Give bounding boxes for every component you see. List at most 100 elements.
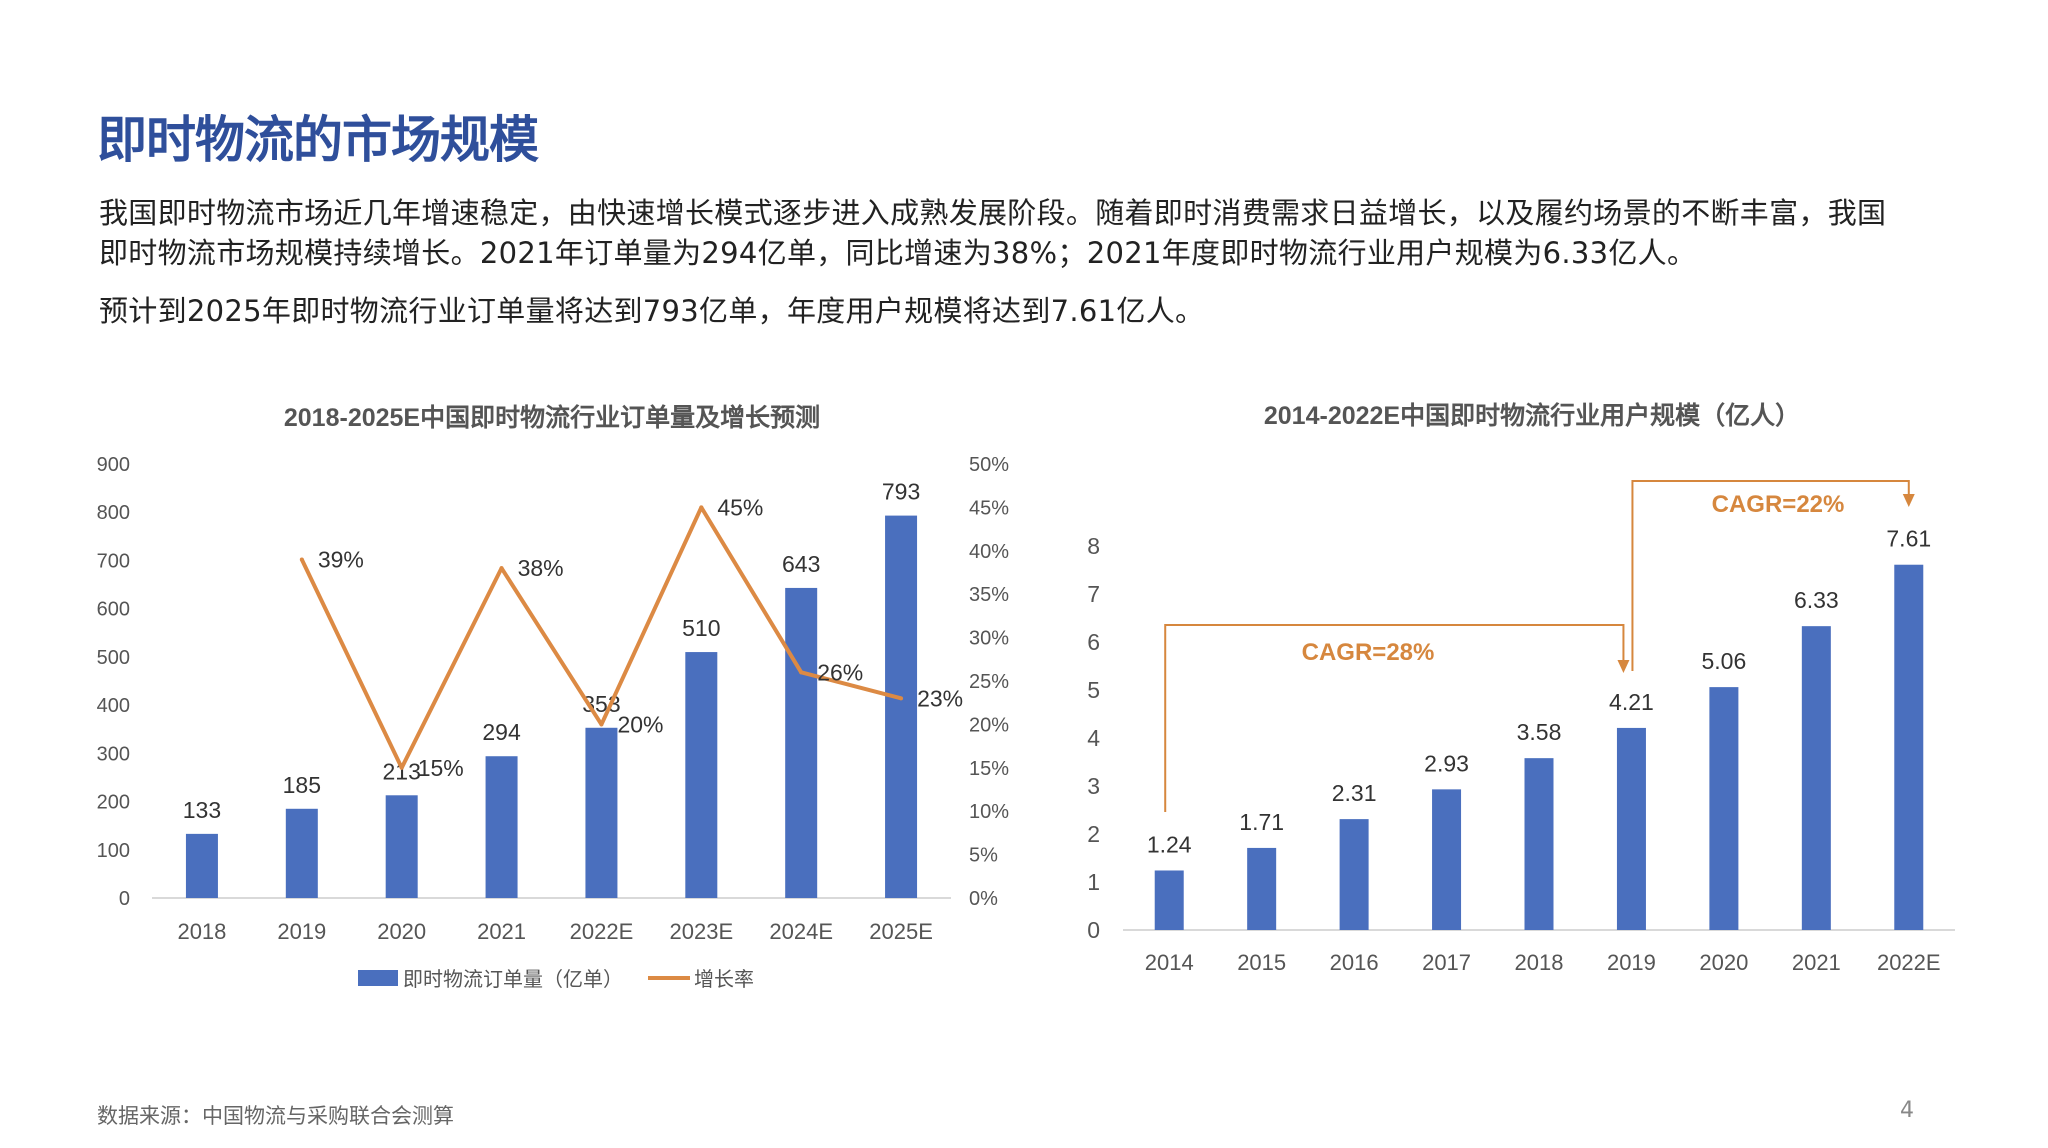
chart1-legend-bar-swatch: [358, 970, 398, 986]
chart2-bar-label: 3.58: [1517, 719, 1562, 745]
chart2-bar: [1432, 789, 1462, 930]
chart1-y-tick: 900: [97, 454, 130, 476]
chart2-x-tick: 2019: [1607, 950, 1656, 975]
chart1-bar: [385, 795, 418, 898]
chart2-bar: [1616, 727, 1646, 930]
chart1-y2-tick: 45%: [969, 497, 1009, 519]
chart2-bar: [1709, 687, 1739, 930]
page-number: 4: [1900, 1098, 1914, 1123]
chart1-line-point: [599, 722, 604, 727]
chart1-bar: [185, 833, 218, 898]
chart1-y2-tick: 30%: [969, 628, 1009, 650]
chart1-bar-label: 643: [782, 551, 820, 577]
chart2-x-tick: 2021: [1792, 950, 1841, 975]
chart1-bar-label: 213: [383, 758, 421, 784]
chart1-bar: [785, 587, 818, 898]
chart1-line-point: [399, 765, 404, 770]
chart2-x-tick: 2020: [1699, 950, 1748, 975]
chart1-line-label: 20%: [617, 711, 663, 737]
chart1-y-tick: 0: [119, 888, 130, 910]
chart2-y-tick: 0: [1087, 917, 1100, 943]
chart1-y-tick: 100: [97, 840, 130, 862]
chart1-line-label: 38%: [518, 555, 564, 581]
chart1-line-point: [499, 566, 504, 571]
chart1-title: 2018-2025E中国即时物流行业订单量及增长预测: [284, 403, 820, 432]
chart2-y-tick: 6: [1087, 629, 1100, 655]
chart1-y2-tick: 5%: [969, 845, 998, 867]
chart1-bar: [685, 652, 718, 898]
chart2-y-tick: 7: [1087, 581, 1100, 607]
arrow-down-icon: [1902, 494, 1915, 507]
chart2-x-tick: 2018: [1515, 950, 1564, 975]
chart1-bar-label: 510: [682, 615, 720, 641]
chart1-y2-tick: 15%: [969, 758, 1009, 780]
chart1-x-tick: 2022E: [570, 919, 634, 944]
chart1-line-label: 45%: [717, 494, 763, 520]
chart1-y-tick: 600: [97, 599, 130, 621]
chart2-y-tick: 8: [1087, 533, 1100, 559]
chart1-y-tick: 700: [97, 550, 130, 572]
chart1-x-tick: 2018: [177, 919, 226, 944]
page-title: 即时物流的市场规模: [97, 111, 539, 169]
chart2-x-tick: 2017: [1422, 950, 1471, 975]
chart2-y-tick: 5: [1087, 677, 1100, 703]
chart1-line-point: [299, 557, 304, 562]
chart2-bar: [1801, 626, 1831, 930]
chart2-bar-label: 1.24: [1147, 831, 1192, 857]
chart1-line-label: 23%: [917, 685, 963, 711]
chart1-line-label: 26%: [817, 659, 863, 685]
chart2-y-tick: 3: [1087, 773, 1100, 799]
chart1-bar-label: 294: [482, 719, 521, 745]
chart1-line-point: [899, 696, 904, 701]
chart1-x-tick: 2025E: [869, 919, 933, 944]
chart1-bar: [885, 515, 918, 898]
chart1-line-point: [699, 505, 704, 510]
chart1-y2-tick: 10%: [969, 801, 1009, 823]
chart1-bar-label: 793: [882, 479, 920, 505]
chart2-bar-label: 6.33: [1794, 587, 1839, 613]
chart1-y2-tick: 50%: [969, 454, 1009, 476]
chart1-y2-tick: 20%: [969, 714, 1009, 736]
chart1-y-tick: 400: [97, 695, 130, 717]
chart1-y-tick: 500: [97, 647, 130, 669]
cagr-bracket-2: [1631, 480, 1910, 671]
chart1-y-tick: 800: [97, 502, 130, 524]
chart2-bar: [1894, 564, 1924, 930]
chart1-y-tick: 300: [97, 743, 130, 765]
chart1-x-tick: 2019: [277, 919, 326, 944]
chart1-x-tick: 2023E: [670, 919, 734, 944]
chart2-y-tick: 4: [1087, 725, 1100, 751]
source-note: 数据来源：中国物流与采购联合会测算: [97, 1104, 454, 1128]
cagr-label-2: CAGR=22%: [1712, 491, 1845, 518]
chart2-y-tick: 1: [1087, 869, 1100, 895]
chart1-legend-line-label: 增长率: [694, 968, 754, 991]
chart1-bar-label: 133: [183, 797, 221, 823]
chart1-y2-tick: 40%: [969, 541, 1009, 563]
chart2-x-tick: 2014: [1145, 950, 1194, 975]
chart2-bar-label: 4.21: [1609, 689, 1654, 715]
cagr-bracket-1: [1164, 624, 1625, 812]
chart1-y2-tick: 35%: [969, 584, 1009, 606]
chart1-bar: [585, 727, 618, 898]
chart1-line-label: 15%: [418, 755, 464, 781]
chart2-y-tick: 2: [1087, 821, 1100, 847]
chart1-y2-tick: 0%: [969, 888, 998, 910]
chart2-bar-label: 2.31: [1332, 780, 1377, 806]
chart2-title: 2014-2022E中国即时物流行业用户规模（亿人）: [1264, 401, 1800, 430]
chart1-y2-tick: 25%: [969, 671, 1009, 693]
chart1-bar: [485, 756, 518, 898]
chart2-bar-label: 5.06: [1702, 648, 1747, 674]
chart1-x-tick: 2024E: [769, 919, 833, 944]
body-text-line-1: 我国即时物流市场近几年增速稳定，由快速增长模式逐步进入成熟发展阶段。随着即时消费…: [99, 196, 1887, 230]
chart1-bar-label: 185: [283, 772, 321, 798]
chart1-legend-bar-label: 即时物流订单量（亿单）: [403, 968, 623, 991]
chart2-bar-label: 7.61: [1886, 526, 1931, 552]
chart2-x-tick: 2015: [1237, 950, 1286, 975]
chart2-bar-label: 2.93: [1424, 750, 1469, 776]
chart2-x-tick: 2016: [1330, 950, 1379, 975]
cagr-label-1: CAGR=28%: [1302, 639, 1435, 666]
body-text-line-2: 即时物流市场规模持续增长。2021年订单量为294亿单，同比增速为38%；202…: [99, 236, 1697, 270]
chart2-bar: [1524, 758, 1554, 930]
chart2-bar: [1339, 819, 1369, 930]
